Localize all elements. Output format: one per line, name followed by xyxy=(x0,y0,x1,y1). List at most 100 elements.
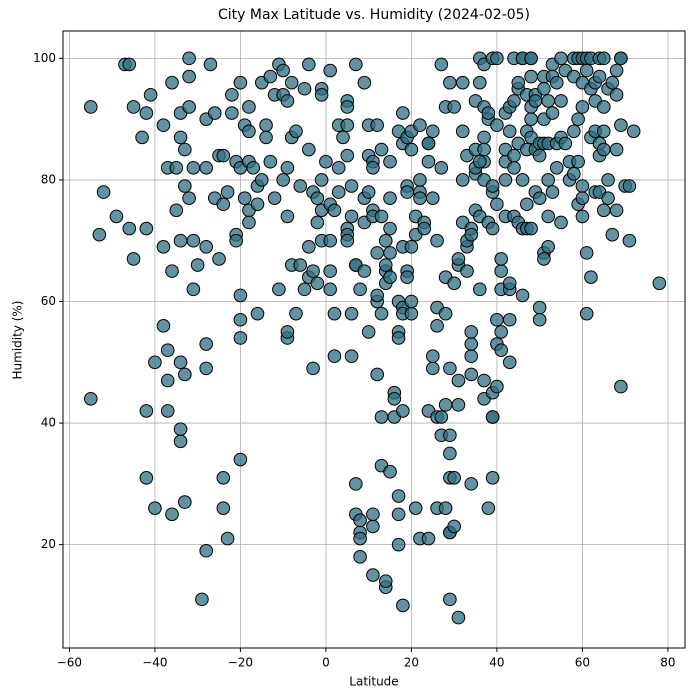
point xyxy=(579,246,594,260)
point xyxy=(216,197,231,212)
point xyxy=(135,130,149,145)
point xyxy=(614,51,628,66)
point xyxy=(263,154,278,169)
point xyxy=(361,325,376,339)
point xyxy=(199,337,214,351)
point xyxy=(614,118,628,133)
point xyxy=(434,57,449,72)
point xyxy=(554,51,568,66)
point xyxy=(545,106,560,120)
point xyxy=(199,239,214,254)
point xyxy=(160,343,175,357)
point xyxy=(139,221,154,236)
point xyxy=(314,173,329,187)
point xyxy=(451,398,466,412)
point xyxy=(567,124,581,139)
point xyxy=(327,203,342,218)
point xyxy=(361,185,376,199)
point xyxy=(554,215,568,230)
point xyxy=(571,112,585,126)
point xyxy=(473,75,487,90)
point xyxy=(507,148,521,163)
point xyxy=(425,349,440,364)
point xyxy=(216,501,231,515)
x-tick-label: 80 xyxy=(660,656,675,670)
point xyxy=(182,51,196,66)
point xyxy=(349,477,363,491)
point xyxy=(425,361,440,376)
point xyxy=(344,209,359,224)
point xyxy=(541,239,556,254)
point xyxy=(336,130,350,145)
point xyxy=(567,167,581,181)
x-tick-label: −60 xyxy=(57,656,82,670)
point xyxy=(626,124,641,139)
point xyxy=(464,337,479,351)
point xyxy=(289,306,303,321)
point xyxy=(477,373,491,388)
point xyxy=(344,349,359,364)
point xyxy=(490,379,504,394)
point xyxy=(203,57,218,72)
y-axis-label: Humidity (%) xyxy=(11,301,25,380)
point xyxy=(242,100,256,114)
point xyxy=(601,173,615,187)
point xyxy=(490,197,504,212)
point xyxy=(507,160,521,175)
point xyxy=(502,312,517,327)
point xyxy=(387,391,402,406)
point xyxy=(494,343,508,357)
point xyxy=(404,239,419,254)
point xyxy=(605,75,620,90)
point xyxy=(592,69,607,84)
point xyxy=(302,239,316,254)
point xyxy=(126,252,141,266)
point xyxy=(276,63,290,78)
x-tick-label: 60 xyxy=(575,656,590,670)
point xyxy=(143,88,158,102)
point xyxy=(207,106,222,120)
point xyxy=(391,331,406,345)
point xyxy=(139,470,154,485)
point xyxy=(370,118,385,133)
point xyxy=(425,124,440,139)
point xyxy=(524,112,538,126)
point xyxy=(575,209,590,224)
point xyxy=(310,276,325,291)
point xyxy=(344,306,359,321)
point xyxy=(233,288,248,303)
x-tick-label: 40 xyxy=(489,656,504,670)
point xyxy=(447,470,461,485)
point xyxy=(549,160,564,175)
point xyxy=(229,233,243,248)
point xyxy=(199,361,214,376)
point xyxy=(246,160,261,175)
point xyxy=(455,75,470,90)
point xyxy=(579,63,594,78)
point xyxy=(549,75,564,90)
point xyxy=(280,209,295,224)
point xyxy=(306,264,320,278)
point xyxy=(609,142,624,157)
point xyxy=(438,501,453,515)
point xyxy=(378,233,393,248)
point xyxy=(357,264,372,278)
point xyxy=(498,173,513,187)
x-axis-label: Latitude xyxy=(349,675,398,689)
point xyxy=(370,288,385,303)
point xyxy=(178,367,192,382)
point xyxy=(434,410,449,424)
point xyxy=(173,434,188,449)
point xyxy=(413,173,427,187)
point xyxy=(383,270,397,284)
point xyxy=(396,404,410,418)
point xyxy=(596,142,611,157)
point xyxy=(430,233,444,248)
point xyxy=(297,282,312,297)
point xyxy=(609,88,624,102)
point xyxy=(413,191,427,205)
point xyxy=(378,574,393,588)
point xyxy=(443,428,457,443)
point xyxy=(353,531,367,546)
